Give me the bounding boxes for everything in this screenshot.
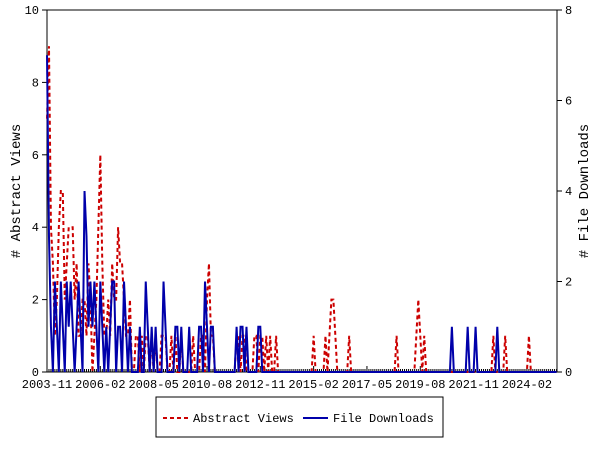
legend-label: Abstract Views: [193, 412, 294, 426]
y-tick-label: 8: [32, 76, 39, 90]
legend: [155, 396, 444, 438]
y2-tick-label: 8: [565, 4, 572, 18]
x-tick-label: 2024-02: [502, 378, 552, 392]
x-tick-label: 2019-08: [395, 378, 445, 392]
y-tick-label: 6: [32, 149, 39, 163]
x-tick-label: 2017-05: [342, 378, 392, 392]
y2-tick-label: 4: [565, 185, 572, 199]
y2-tick-label: 0: [565, 366, 572, 380]
x-tick-label: 2021-11: [448, 378, 498, 392]
y2-axis-label: # File Downloads: [577, 124, 593, 258]
x-tick-label: 2008-05: [128, 378, 178, 392]
y-tick-label: 10: [25, 4, 39, 18]
legend-label: File Downloads: [333, 412, 434, 426]
x-tick-label: 2015-02: [288, 378, 338, 392]
x-tick-label: 2012-11: [235, 378, 285, 392]
y-axis-label: # Abstract Views: [9, 124, 25, 258]
x-tick-label: 2003-11: [22, 378, 72, 392]
y2-tick-label: 2: [565, 276, 572, 290]
y-tick-label: 4: [32, 221, 39, 235]
x-tick-label: 2006-02: [75, 378, 125, 392]
y2-tick-label: 6: [565, 95, 572, 109]
y-tick-label: 0: [32, 366, 39, 380]
x-tick-label: 2010-08: [182, 378, 232, 392]
series-line: [46, 55, 557, 373]
y-tick-label: 2: [32, 294, 39, 308]
